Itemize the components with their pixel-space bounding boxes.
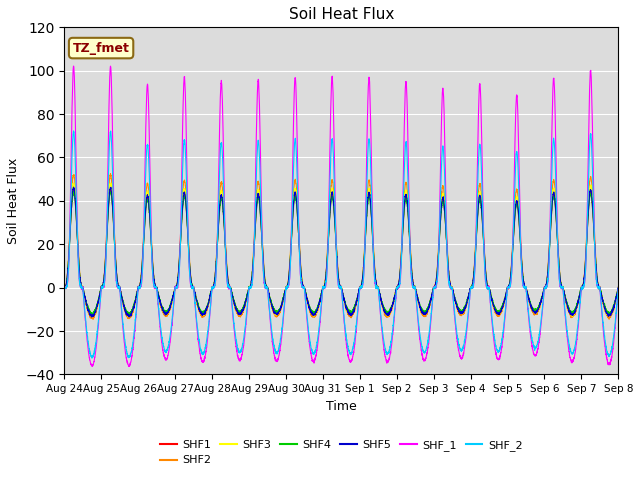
- SHF_2: [466, 295, 474, 300]
- SHF2: [160, 312, 168, 317]
- Legend: SHF1, SHF2, SHF3, SHF4, SHF5, SHF_1, SHF_2: SHF1, SHF2, SHF3, SHF4, SHF5, SHF_1, SHF…: [156, 435, 527, 470]
- SHF4: [466, 289, 474, 295]
- SHF_2: [614, 284, 622, 290]
- Line: SHF3: SHF3: [65, 183, 618, 317]
- SHF5: [70, 184, 77, 190]
- SHF4: [321, 282, 329, 288]
- Line: SHF_1: SHF_1: [65, 66, 618, 366]
- SHF3: [466, 288, 474, 294]
- SHF3: [497, 308, 505, 313]
- SHF2: [321, 280, 329, 286]
- SHF1: [614, 288, 621, 293]
- SHF2: [107, 171, 115, 177]
- Y-axis label: Soil Heat Flux: Soil Heat Flux: [7, 158, 20, 244]
- SHF2: [89, 316, 97, 322]
- SHF_1: [160, 354, 168, 360]
- SHF_2: [70, 128, 77, 134]
- SHF_2: [614, 292, 621, 298]
- SHF5: [466, 289, 474, 295]
- Line: SHF4: SHF4: [65, 192, 618, 315]
- SHF4: [614, 287, 622, 292]
- Line: SHF_2: SHF_2: [65, 131, 618, 358]
- SHF2: [614, 288, 621, 294]
- SHF1: [160, 311, 168, 316]
- SHF_1: [70, 63, 77, 69]
- SHF2: [466, 289, 474, 295]
- SHF5: [614, 287, 621, 293]
- SHF1: [497, 309, 505, 314]
- Line: SHF1: SHF1: [65, 189, 618, 318]
- SHF5: [88, 314, 95, 320]
- SHF2: [435, 235, 443, 240]
- SHF_1: [321, 285, 329, 290]
- SHF3: [614, 285, 622, 291]
- SHF_1: [61, 284, 68, 290]
- Line: SHF5: SHF5: [65, 187, 618, 317]
- SHF4: [88, 312, 96, 318]
- SHF3: [125, 314, 133, 320]
- SHF3: [435, 239, 443, 244]
- SHF1: [61, 285, 68, 291]
- SHF_2: [435, 241, 443, 247]
- Text: TZ_fmet: TZ_fmet: [73, 42, 129, 55]
- SHF3: [107, 180, 115, 186]
- SHF2: [497, 309, 505, 315]
- X-axis label: Time: Time: [326, 400, 356, 413]
- SHF_1: [614, 291, 621, 297]
- SHF5: [160, 310, 168, 316]
- SHF5: [321, 281, 329, 287]
- SHF4: [160, 308, 168, 313]
- SHF1: [321, 280, 329, 286]
- SHF1: [435, 242, 443, 248]
- SHF_1: [125, 363, 132, 369]
- SHF3: [61, 285, 68, 290]
- SHF4: [497, 306, 505, 312]
- SHF_2: [61, 284, 68, 290]
- SHF5: [497, 309, 505, 314]
- Line: SHF2: SHF2: [65, 174, 618, 319]
- SHF5: [435, 241, 443, 247]
- SHF3: [321, 280, 329, 286]
- SHF5: [61, 285, 68, 291]
- SHF_1: [497, 348, 505, 354]
- SHF4: [70, 189, 77, 194]
- SHF4: [435, 242, 443, 248]
- SHF2: [614, 284, 622, 289]
- SHF2: [61, 284, 68, 289]
- SHF1: [106, 186, 114, 192]
- SHF_1: [614, 285, 622, 291]
- SHF4: [61, 285, 68, 290]
- SHF5: [614, 285, 622, 290]
- SHF1: [466, 289, 474, 295]
- SHF_2: [88, 355, 95, 361]
- SHF_2: [321, 285, 329, 290]
- SHF_2: [497, 342, 505, 348]
- SHF4: [614, 287, 621, 292]
- SHF1: [125, 315, 132, 321]
- SHF_2: [160, 346, 168, 351]
- Title: Soil Heat Flux: Soil Heat Flux: [289, 7, 394, 22]
- SHF_1: [466, 297, 474, 302]
- SHF_1: [435, 238, 443, 243]
- SHF3: [614, 287, 621, 293]
- SHF3: [160, 309, 168, 315]
- SHF1: [614, 285, 622, 291]
